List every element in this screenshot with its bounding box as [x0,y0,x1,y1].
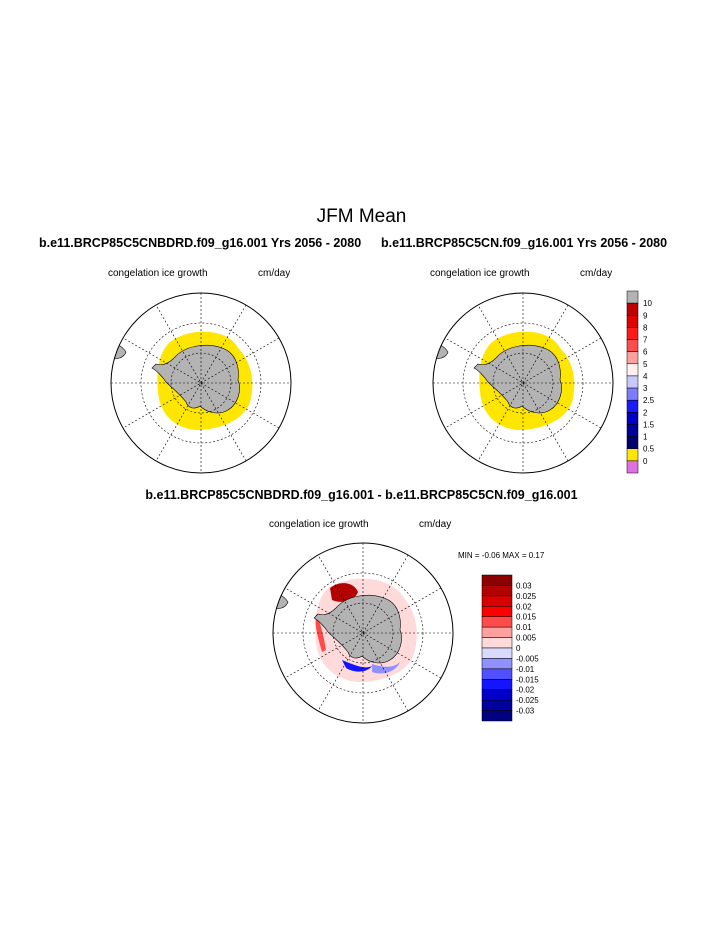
diff-colorbar-label-9: -0.015 [516,675,539,684]
diff-colorbar-label-3: 0.015 [516,613,537,622]
max-label: MAX = [502,551,527,560]
min-label: MIN = [458,551,480,560]
diff-colorbar-label-4: 0.01 [516,623,532,632]
diff-colorbar-label-10: -0.02 [516,686,535,695]
diff-colorbar-swatch-1 [481,585,513,597]
antarctica-landmass [473,345,562,414]
main-colorbar-swatch-12 [626,436,639,449]
main-colorbar-swatch-13 [626,448,639,462]
main-colorbar: 10 9 8 7 6 5 4 3 2.5 2 1.5 1 0.5 0 [626,290,655,474]
main-colorbar-swatch-3 [626,327,639,340]
max-value: 0.17 [528,551,545,560]
right-panel-title: b.e11.BRCP85C5CN.f09_g16.001 Yrs 2056 - … [381,236,668,250]
diff-colorbar-swatch-7 [481,647,513,659]
diff-colorbar-swatch-10 [481,679,513,690]
diff-colorbar-swatch-0 [481,574,513,586]
main-colorbar-label-9: 2 [643,408,648,417]
diff-colorbar-label-12: -0.03 [516,707,535,716]
main-colorbar-swatch-6 [626,363,639,377]
left-polar-map [110,292,292,474]
diff-colorbar-label-2: 0.02 [516,602,532,611]
min-value: -0.06 [481,551,501,560]
main-colorbar-swatch-0 [626,290,639,304]
main-colorbar-swatch-14 [626,460,639,474]
left-panel-title: b.e11.BRCP85C5CNBDRD.f09_g16.001 Yrs 205… [39,236,362,250]
diff-colorbar-label-5: 0.005 [516,634,537,643]
diff-panel-title: b.e11.BRCP85C5CNBDRD.f09_g16.001 - b.e11… [145,488,578,502]
right-units-label: cm/day [580,268,613,279]
main-colorbar-label-7: 3 [643,384,648,393]
diff-colorbar-swatch-5 [481,626,513,638]
diff-colorbar-swatch-12 [481,699,513,711]
main-colorbar-label-2: 8 [643,323,648,332]
diff-colorbar-swatch-9 [481,668,513,680]
main-colorbar-label-11: 1 [643,433,648,442]
diff-colorbar-swatch-6 [481,637,513,649]
diff-units-label: cm/day [419,519,452,530]
left-units-label: cm/day [258,268,291,279]
diff-colorbar-label-11: -0.025 [516,696,539,705]
main-colorbar-swatch-11 [626,424,639,437]
diff-colorbar-label-6: 0 [516,644,521,653]
main-colorbar-label-8: 2.5 [643,396,655,405]
diff-colorbar-label-8: -0.01 [516,665,535,674]
main-colorbar-label-6: 4 [643,372,648,381]
diff-colorbar-swatch-11 [481,689,513,701]
right-variable-label: congelation ice growth [430,268,530,279]
diff-colorbar-label-1: 0.025 [516,592,537,601]
difference-field-positive [330,583,358,602]
right-polar-map [432,292,614,474]
main-colorbar-swatch-2 [626,315,639,328]
antarctica-landmass [313,595,402,664]
diff-colorbar-swatch-13 [481,710,513,722]
diff-colorbar-swatch-8 [481,658,513,670]
main-colorbar-label-4: 6 [643,348,648,357]
main-colorbar-label-13: 0 [643,457,648,466]
main-colorbar-label-10: 1.5 [643,420,655,429]
diff-colorbar-label-0: 0.03 [516,581,532,590]
main-colorbar-swatch-10 [626,412,639,425]
main-colorbar-swatch-1 [626,302,639,316]
left-variable-label: congelation ice growth [108,268,208,279]
antarctica-landmass [151,345,240,414]
main-colorbar-label-3: 7 [643,336,648,345]
difference-field-positive-edge [315,614,326,652]
difference-polar-map [272,542,454,724]
main-colorbar-label-1: 9 [643,311,648,320]
main-colorbar-swatch-7 [626,375,639,389]
difference-field-negative-pale [372,662,400,674]
diff-colorbar-swatch-4 [481,616,513,628]
main-colorbar-swatch-4 [626,339,639,352]
diff-colorbar-label-7: -0.005 [516,654,539,663]
diff-colorbar-swatch-2 [481,595,513,607]
diff-colorbar-swatch-3 [481,606,513,617]
main-colorbar-swatch-8 [626,387,639,401]
main-colorbar-label-5: 5 [643,360,648,369]
figure-title: JFM Mean [316,206,407,227]
difference-colorbar: 0.030.0250.020.0150.010.0050-0.005-0.01-… [481,574,539,722]
main-colorbar-swatch-5 [626,351,639,365]
main-colorbar-label-12: 0.5 [643,445,655,454]
min-max-readout: MIN = -0.06 MAX = 0.17 [458,551,544,560]
difference-field-negative [342,660,372,672]
main-colorbar-label-0: 10 [643,299,652,308]
main-colorbar-swatch-9 [626,399,639,413]
diff-variable-label: congelation ice growth [269,519,369,530]
